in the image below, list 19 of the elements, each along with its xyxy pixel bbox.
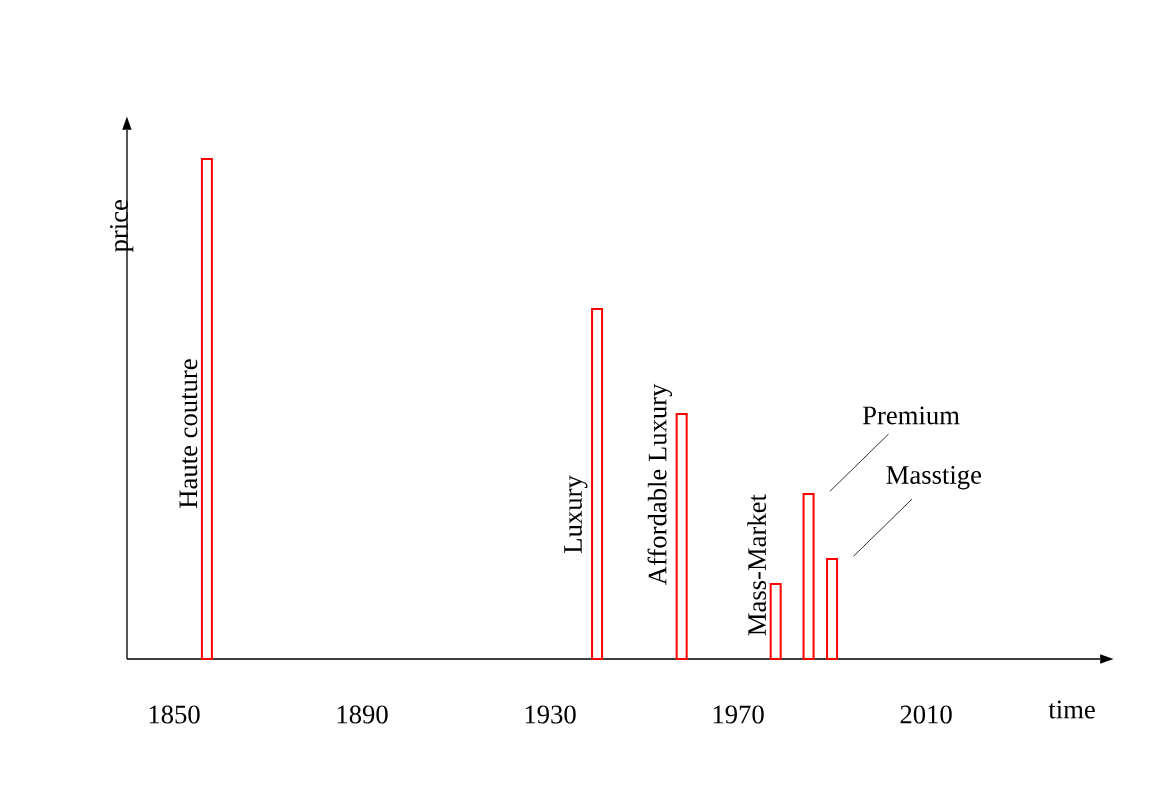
bar bbox=[769, 583, 782, 660]
bar bbox=[200, 158, 213, 660]
bar bbox=[826, 558, 839, 660]
x-tick-label: 1970 bbox=[713, 705, 764, 724]
bar bbox=[675, 413, 688, 660]
annotation: Mass-Market bbox=[747, 494, 767, 636]
annotation: Premium bbox=[862, 406, 960, 425]
x-tick-label: 1890 bbox=[337, 705, 388, 724]
x-axis-title: time bbox=[1048, 700, 1095, 719]
annotation: Luxury bbox=[564, 475, 588, 553]
x-tick-label: 1850 bbox=[149, 705, 200, 724]
annotation: Haute couture bbox=[179, 359, 198, 508]
x-tick-label: 1930 bbox=[525, 705, 576, 724]
annotation: Affordable Luxury bbox=[647, 383, 673, 585]
annotation: Masstige bbox=[886, 466, 982, 490]
bar bbox=[802, 493, 815, 660]
y-axis-title: price bbox=[110, 200, 134, 253]
x-tick-label: 2010 bbox=[900, 705, 952, 724]
bar bbox=[591, 308, 604, 660]
